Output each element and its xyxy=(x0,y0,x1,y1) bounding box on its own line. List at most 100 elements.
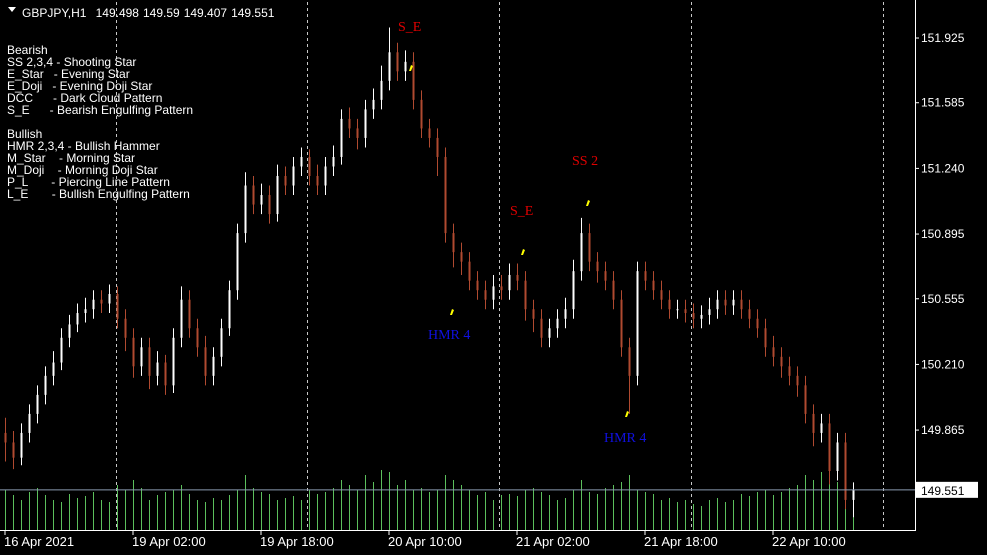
arrow xyxy=(625,411,629,417)
candle-body xyxy=(4,432,7,443)
candles xyxy=(4,27,855,518)
candle-body xyxy=(596,261,599,272)
legend-line: S_E - Bearish Engulfing Pattern xyxy=(7,103,193,117)
candle-body xyxy=(772,347,775,357)
candle-body xyxy=(196,328,199,348)
candle-body xyxy=(100,299,103,304)
candle-body xyxy=(668,299,671,310)
candle-body xyxy=(588,233,591,262)
candle-body xyxy=(828,423,831,472)
header: GBPJPY,H1 149.498 149.59 149.407 149.551 xyxy=(22,6,275,20)
candle-body xyxy=(76,313,79,325)
legend-line: M_Doji - Morning Doji Star xyxy=(7,163,158,177)
legend-line: P_L - Piercing Line Pattern xyxy=(7,175,170,189)
x-tick-label: 19 Apr 18:00 xyxy=(260,534,334,549)
candle-body xyxy=(676,309,679,311)
y-tick-label: 151.240 xyxy=(921,161,965,175)
legend-line: Bearish xyxy=(7,43,48,57)
candle-body xyxy=(300,156,303,167)
candle-body xyxy=(236,233,239,291)
candle-body xyxy=(36,394,39,414)
candle-body xyxy=(180,299,183,338)
x-tick-label: 22 Apr 10:00 xyxy=(772,534,846,549)
menu-triangle[interactable] xyxy=(8,7,16,12)
candle-body xyxy=(188,299,191,329)
candle-body xyxy=(724,299,727,306)
y-tick-label: 150.210 xyxy=(921,357,965,371)
last-low: 149.407 xyxy=(184,6,228,20)
candle-body xyxy=(396,52,399,72)
candle-body xyxy=(700,314,703,319)
candle-body xyxy=(172,337,175,386)
candle-body xyxy=(604,271,607,281)
annotation: S_E xyxy=(510,204,533,219)
candle-body xyxy=(444,156,447,234)
arrow xyxy=(450,309,454,315)
candle-body xyxy=(268,195,271,215)
legend-line: DCC - Dark Cloud Pattern xyxy=(7,91,162,105)
annotation: HMR 4 xyxy=(604,431,646,446)
candle-body xyxy=(436,137,439,157)
x-tick-label: 16 Apr 2021 xyxy=(4,534,74,549)
x-tick-label: 21 Apr 18:00 xyxy=(644,534,718,549)
legend-line: L_E - Bullish Engulfing Pattern xyxy=(7,187,190,201)
candle-body xyxy=(844,442,847,500)
candle-body xyxy=(116,294,119,319)
candle-body xyxy=(476,280,479,291)
candle-body xyxy=(788,366,791,376)
candle-body xyxy=(452,233,455,253)
candle-body xyxy=(68,324,71,338)
y-tick-label: 150.895 xyxy=(921,227,965,241)
candle-body xyxy=(324,166,327,186)
candle-body xyxy=(412,61,415,100)
candle-body xyxy=(652,280,655,291)
annotation: S_E xyxy=(398,20,421,35)
candle-body xyxy=(716,299,719,310)
candle-body xyxy=(644,271,647,281)
candle-body xyxy=(364,109,367,138)
candle-body xyxy=(556,318,559,329)
candle-body xyxy=(748,309,751,319)
candle-body xyxy=(204,347,207,376)
last-open: 149.498 xyxy=(96,6,140,20)
price-box xyxy=(916,481,978,498)
candle-body xyxy=(12,442,15,458)
candle-body xyxy=(28,413,31,433)
candle-body xyxy=(820,423,823,433)
legend-line: SS 2,3,4 - Shooting Star xyxy=(7,55,136,69)
legend-line: M_Star - Morning Star xyxy=(7,151,135,165)
arrow xyxy=(409,65,413,71)
candle-body xyxy=(20,432,23,458)
candle-body xyxy=(836,442,839,472)
legend-line: Bullish xyxy=(7,127,42,141)
candle-body xyxy=(108,294,111,304)
candle-body xyxy=(140,347,143,367)
candle-body xyxy=(620,299,623,348)
pattern-arrows xyxy=(409,65,629,417)
candle-body xyxy=(684,309,687,314)
last-close: 149.551 xyxy=(231,6,275,20)
candle-body xyxy=(636,271,639,376)
candle-body xyxy=(212,356,215,376)
annotation: HMR 4 xyxy=(428,328,470,343)
candle-body xyxy=(732,299,735,306)
candle-body xyxy=(52,362,55,376)
x-tick-label: 21 Apr 02:00 xyxy=(516,534,590,549)
candle-body xyxy=(564,309,567,319)
candle-body xyxy=(532,309,535,319)
candle-body xyxy=(316,176,319,186)
candle-body xyxy=(516,274,519,281)
candle-body xyxy=(284,176,287,186)
period-separators xyxy=(116,2,884,530)
candle-body xyxy=(612,280,615,300)
volumes xyxy=(5,468,854,530)
candle-body xyxy=(460,252,463,262)
candle-body xyxy=(740,299,743,310)
y-tick-label: 149.865 xyxy=(921,423,965,437)
candle-body xyxy=(44,375,47,395)
candle-body xyxy=(660,290,663,300)
candle-body xyxy=(164,362,167,386)
price-label: 149.551 xyxy=(921,484,965,498)
